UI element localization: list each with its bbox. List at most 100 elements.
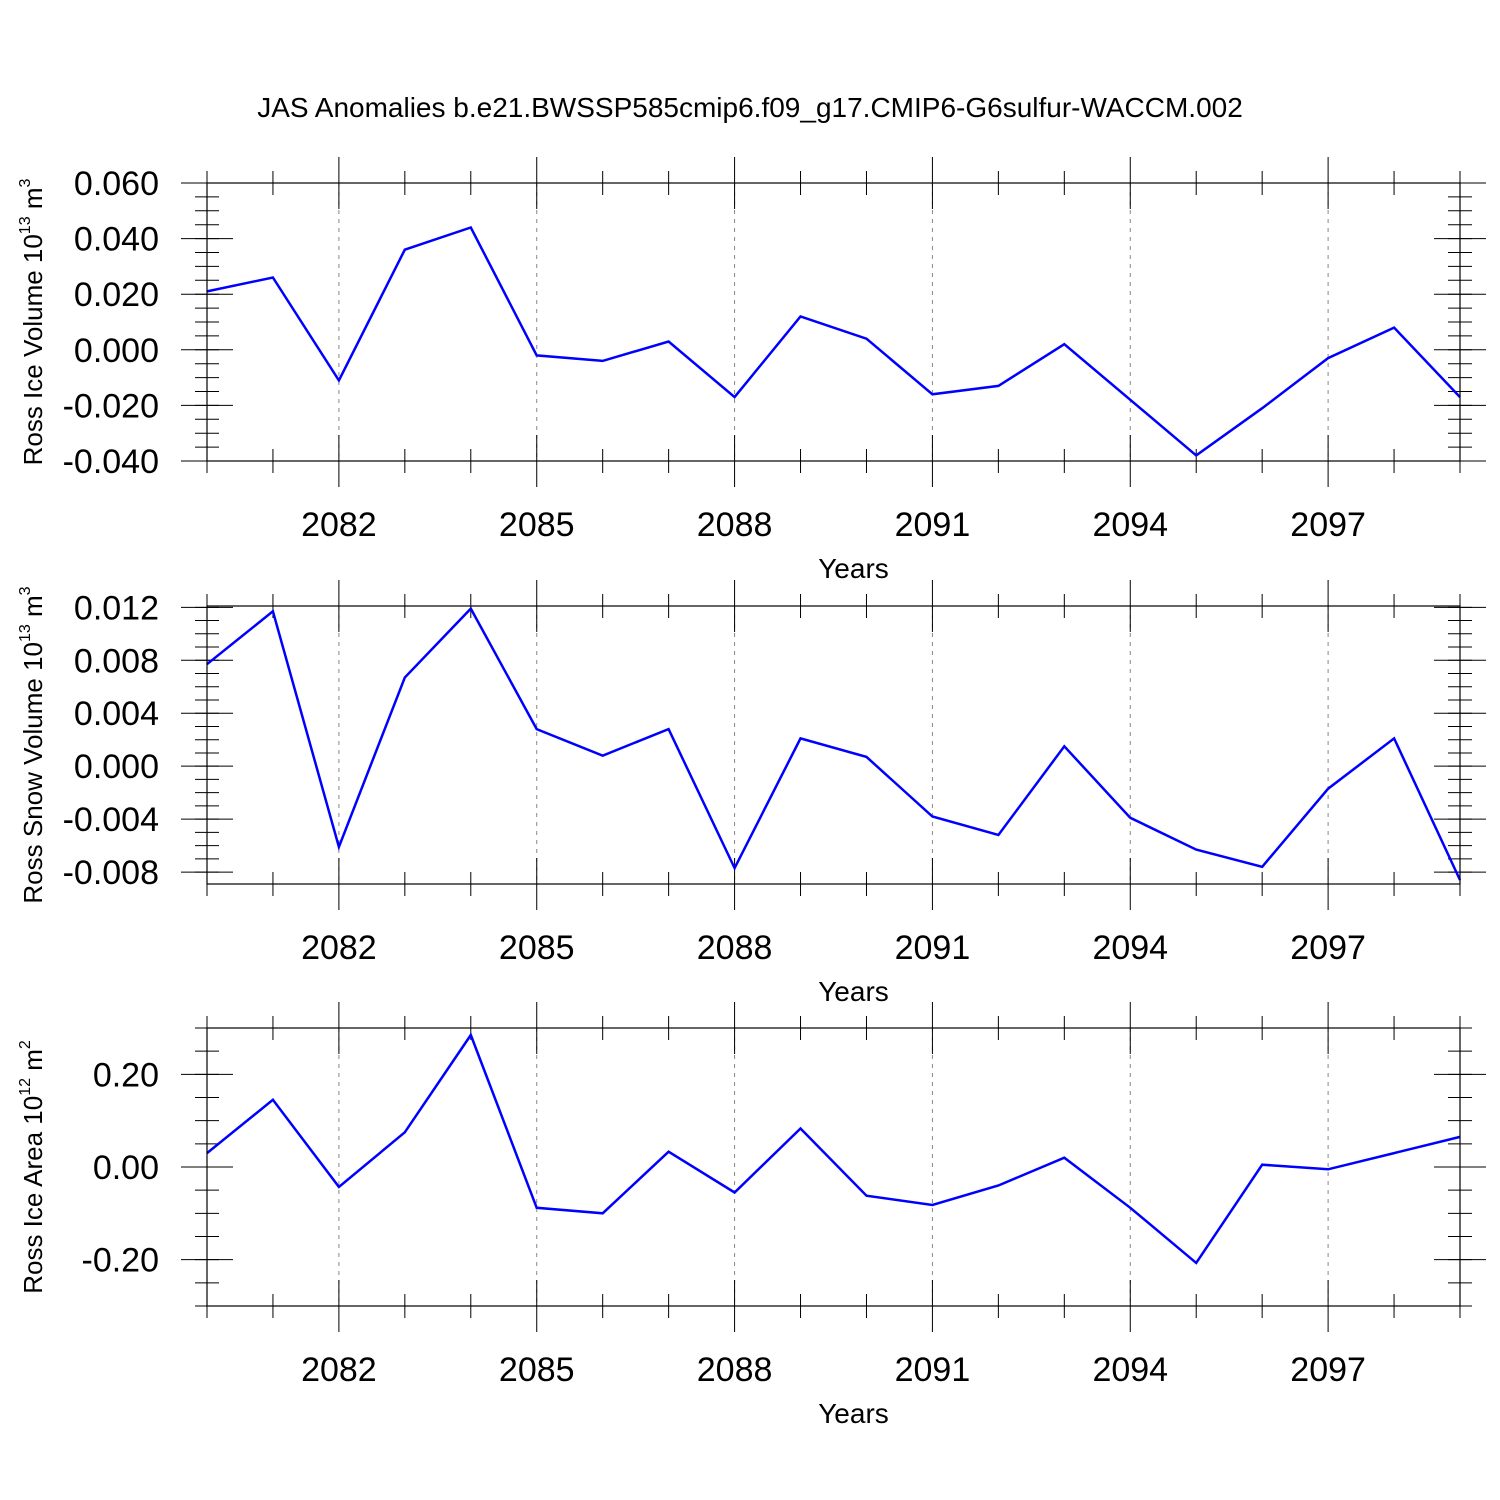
data-point (470, 608, 471, 609)
data-point (1064, 746, 1065, 747)
data-point (866, 1195, 867, 1196)
data-point (1196, 849, 1197, 850)
y-tick-label: -0.20 (82, 1242, 160, 1280)
y-tick-label: 0.040 (74, 221, 159, 259)
y-tick-label: 0.000 (74, 332, 159, 370)
y-axis-label: Ross Ice Area 1012 m2 (17, 1040, 48, 1294)
data-point (536, 1207, 537, 1208)
x-tick-label: 2091 (895, 1351, 971, 1389)
x-tick-label: 2091 (895, 929, 971, 967)
x-tick-label: 2082 (301, 1351, 377, 1389)
y-tick-label: 0.00 (93, 1149, 159, 1187)
data-point (536, 355, 537, 356)
data-point (404, 1132, 405, 1133)
data-point (1262, 866, 1263, 867)
plot-frame (206, 605, 1461, 885)
chart-panel-1: -0.040 -0.020 0.000 0.020 0.040 0.060 2082 2085… (17, 157, 1486, 584)
data-point (734, 868, 735, 869)
data-point (998, 1185, 999, 1186)
data-point (338, 380, 339, 381)
data-point (866, 338, 867, 339)
data-point (998, 835, 999, 836)
y-tick-label: 0.060 (74, 165, 159, 203)
data-point (800, 738, 801, 739)
x-tick-label: 2088 (697, 1351, 773, 1389)
y-tick-label: -0.008 (63, 854, 159, 892)
data-point (800, 1128, 801, 1129)
x-axis-label: Years (818, 976, 889, 1007)
x-tick-label: 2082 (301, 506, 377, 544)
x-tick-label: 2085 (499, 929, 575, 967)
data-point (1064, 1157, 1065, 1158)
y-tick-label: 0.008 (74, 642, 159, 680)
data-point (602, 755, 603, 756)
data-point (1394, 327, 1395, 328)
data-point (272, 1099, 273, 1100)
data-point (470, 227, 471, 228)
x-axis-label: Years (818, 1398, 889, 1429)
data-point (470, 1034, 471, 1035)
y-axis-label: Ross Ice Volume 1013 m3 (17, 178, 48, 465)
y-tick-label: -0.020 (63, 387, 159, 425)
data-point (1196, 455, 1197, 456)
data-point (338, 846, 339, 847)
x-axis-label: Years (818, 553, 889, 584)
y-tick-label: -0.004 (63, 801, 159, 839)
y-tick-label: 0.020 (74, 276, 159, 314)
x-tick-label: 2094 (1092, 1351, 1168, 1389)
data-point (272, 611, 273, 612)
x-tick-label: 2088 (697, 506, 773, 544)
data-point (734, 397, 735, 398)
x-tick-label: 2085 (499, 1351, 575, 1389)
data-point (1130, 1207, 1131, 1208)
chart-title: JAS Anomalies b.e21.BWSSP585cmip6.f09_g1… (257, 92, 1243, 123)
x-tick-label: 2094 (1092, 929, 1168, 967)
data-point (536, 729, 537, 730)
data-point (1394, 738, 1395, 739)
x-tick-label: 2094 (1092, 506, 1168, 544)
y-tick-label: 0.012 (74, 589, 159, 627)
data-point (932, 394, 933, 395)
data-point (338, 1186, 339, 1187)
y-tick-label: 0.20 (93, 1056, 159, 1094)
series-line (206, 1032, 1461, 1265)
series-line (206, 606, 1462, 881)
x-tick-label: 2097 (1290, 1351, 1366, 1389)
data-point (404, 249, 405, 250)
x-tick-label: 2082 (301, 929, 377, 967)
y-tick-label: 0.000 (74, 748, 159, 786)
data-point (404, 677, 405, 678)
data-point (1262, 408, 1263, 409)
data-point (1196, 1262, 1197, 1263)
x-tick-label: 2097 (1290, 929, 1366, 967)
chart-panel-3: -0.20 0.00 0.20 2082 2085 2088 2091 2094 2097 Yea… (17, 1002, 1486, 1429)
data-point (1130, 817, 1131, 818)
data-point (932, 1204, 933, 1205)
data-point (668, 729, 669, 730)
data-point (602, 1213, 603, 1214)
data-point (998, 385, 999, 386)
data-point (668, 1151, 669, 1152)
y-tick-label: 0.004 (74, 695, 159, 733)
data-point (1328, 358, 1329, 359)
data-point (734, 1192, 735, 1193)
data-point (800, 316, 801, 317)
x-tick-label: 2097 (1290, 506, 1366, 544)
x-tick-label: 2085 (499, 506, 575, 544)
data-point (668, 341, 669, 342)
data-point (1328, 1169, 1329, 1170)
data-point (1328, 788, 1329, 789)
plot-frame (206, 1027, 1461, 1307)
series-line (206, 225, 1461, 457)
data-point (1394, 1153, 1395, 1154)
data-point (932, 816, 933, 817)
data-point (1130, 399, 1131, 400)
data-point (1262, 1164, 1263, 1165)
y-axis-label: Ross Snow Volume 1013 m3 (17, 586, 48, 903)
data-point (866, 756, 867, 757)
chart-panel-2: -0.008 -0.004 0.000 0.004 0.008 0.012 2082 2085… (17, 580, 1486, 1007)
y-tick-label: -0.040 (63, 443, 159, 481)
data-point (602, 360, 603, 361)
data-point (272, 277, 273, 278)
